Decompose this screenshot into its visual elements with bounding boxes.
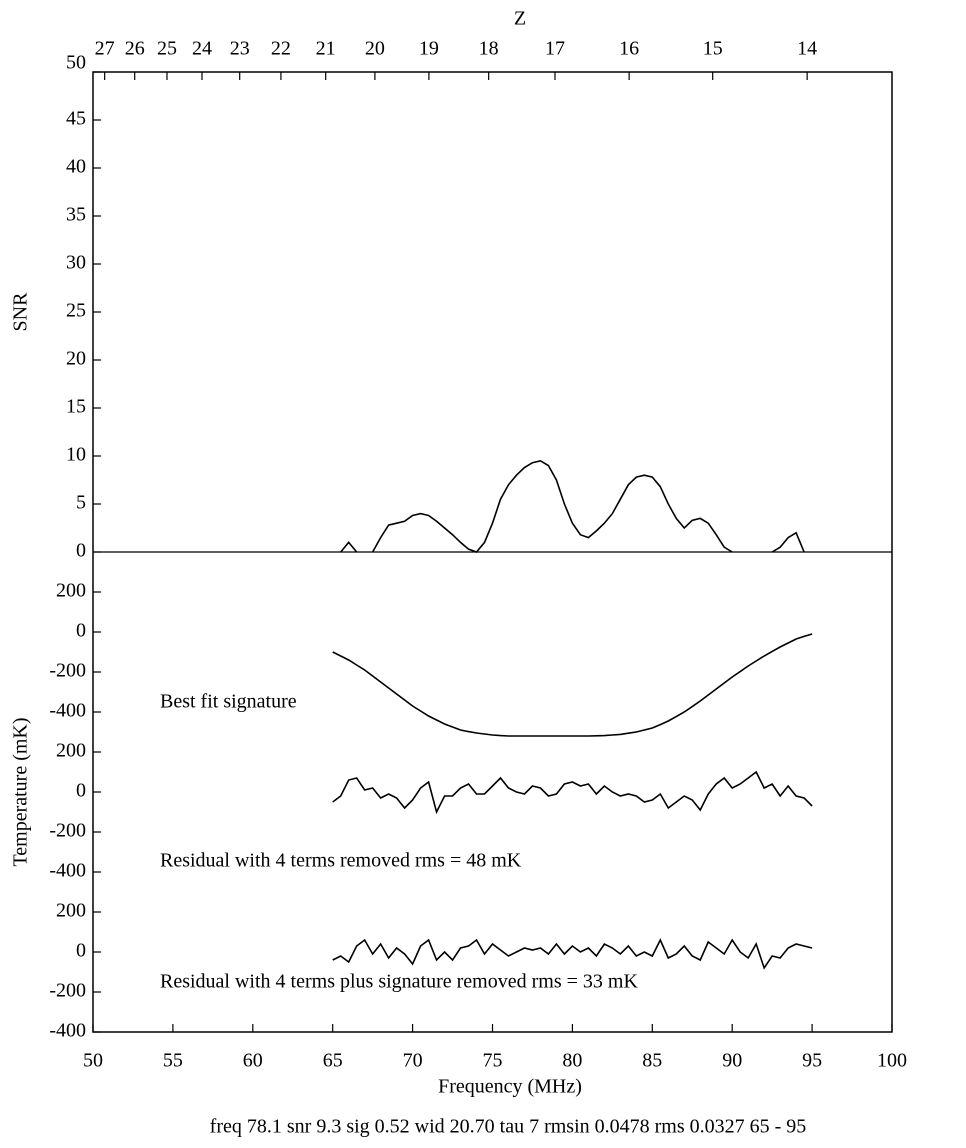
annotation: Best fit signature (160, 691, 297, 713)
data-line (332, 633, 813, 737)
x2-tick-label: 19 (419, 38, 439, 60)
y-tick-label: 10 (66, 444, 86, 466)
y-tick-label: -400 (49, 860, 86, 882)
x-tick-label: 80 (562, 1050, 582, 1072)
x-tick-label: 65 (323, 1050, 343, 1072)
x-tick-label: 95 (802, 1050, 822, 1072)
y-tick-label: 0 (76, 540, 86, 562)
x2-tick-label: 27 (95, 38, 115, 60)
y-tick-label: 25 (66, 300, 86, 322)
y-tick-label: -400 (49, 700, 86, 722)
x2-tick-label: 22 (271, 38, 291, 60)
y-tick-label: 0 (76, 780, 86, 802)
y-tick-label: -200 (49, 980, 86, 1002)
y-tick-label: 0 (76, 620, 86, 642)
x-tick-label: 70 (403, 1050, 423, 1072)
x2-tick-label: 16 (619, 38, 639, 60)
x2-tick-label: 25 (157, 38, 177, 60)
y-tick-label: 45 (66, 108, 86, 130)
x2-tick-label: 20 (365, 38, 385, 60)
y-tick-label: 15 (66, 396, 86, 418)
y-axis-title: Temperature (mK) (10, 717, 32, 866)
data-line (332, 770, 813, 815)
x-tick-label: 85 (642, 1050, 662, 1072)
x2-tick-label: 17 (545, 38, 565, 60)
data-line (332, 938, 813, 970)
y-tick-label: 20 (66, 348, 86, 370)
y-tick-label: 200 (56, 580, 86, 602)
y-tick-label: 30 (66, 252, 86, 274)
x2-tick-label: 14 (797, 38, 817, 60)
x2-tick-label: 26 (125, 38, 145, 60)
annotation: Residual with 4 terms removed rms = 48 m… (160, 850, 522, 872)
x2-tick-label: 24 (192, 38, 212, 60)
y-tick-label: 5 (76, 492, 86, 514)
y-tick-label: -400 (49, 1020, 86, 1042)
x-tick-label: 60 (243, 1050, 263, 1072)
x-tick-label: 75 (483, 1050, 503, 1072)
x2-axis-title: Z (514, 8, 526, 30)
data-line (340, 459, 805, 553)
y-tick-label: -200 (49, 660, 86, 682)
x2-tick-label: 21 (316, 38, 336, 60)
y-tick-label: 35 (66, 204, 86, 226)
x-tick-label: 100 (877, 1050, 907, 1072)
x2-tick-label: 18 (479, 38, 499, 60)
x-axis-title: Frequency (MHz) (438, 1076, 582, 1098)
annotation: Residual with 4 terms plus signature rem… (160, 971, 638, 993)
y-tick-label: 200 (56, 900, 86, 922)
y-tick-label: 40 (66, 156, 86, 178)
y-tick-label: 200 (56, 740, 86, 762)
y-tick-label: -200 (49, 820, 86, 842)
x-tick-label: 55 (163, 1050, 183, 1072)
x2-tick-label: 23 (230, 38, 250, 60)
y-tick-label: 0 (76, 940, 86, 962)
y-axis-title: SNR (10, 292, 32, 332)
x2-tick-label: 15 (703, 38, 723, 60)
y-tick-label: 50 (66, 52, 86, 74)
x-tick-label: 50 (83, 1050, 103, 1072)
x-tick-label: 90 (722, 1050, 742, 1072)
caption: freq 78.1 snr 9.3 sig 0.52 wid 20.70 tau… (210, 1116, 807, 1138)
